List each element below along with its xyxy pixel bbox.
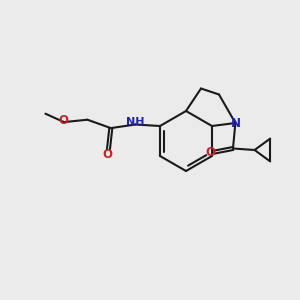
Text: O: O xyxy=(205,146,215,159)
Text: O: O xyxy=(59,114,69,127)
Text: NH: NH xyxy=(126,117,144,127)
Text: N: N xyxy=(231,116,241,130)
Text: O: O xyxy=(103,148,113,161)
